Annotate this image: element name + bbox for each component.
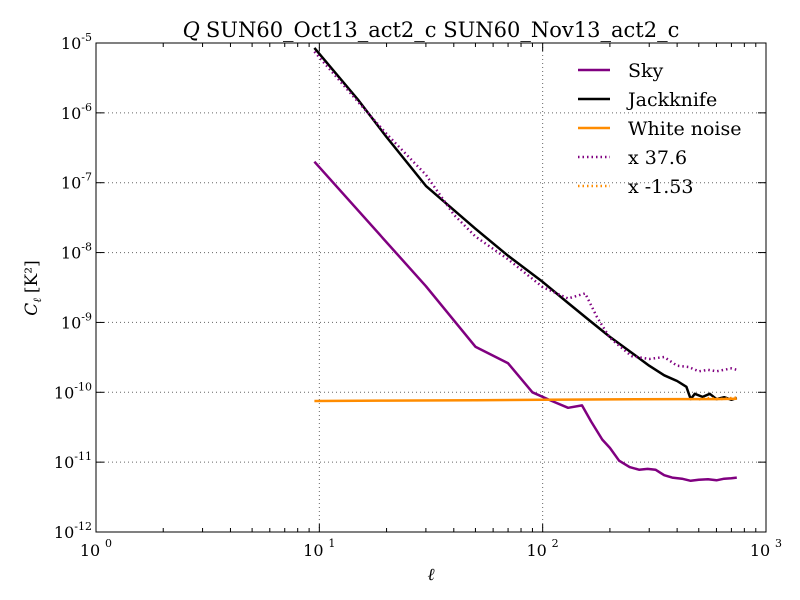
legend-label: Sky <box>628 60 664 82</box>
plot-frame <box>95 42 767 533</box>
y-tick-label: 10 <box>54 383 74 402</box>
x-tick-exponent: 3 <box>775 537 782 550</box>
y-tick-label: 10 <box>61 104 81 123</box>
x-tick-label: 10 <box>526 541 546 560</box>
y-tick-label: 10 <box>61 34 81 53</box>
series-line-sky <box>313 160 737 483</box>
legend-label: x 37.6 <box>628 147 687 169</box>
y-tick-label: 10 <box>61 174 81 193</box>
y-tick-exponent: -9 <box>81 310 92 323</box>
y-tick-label: 10 <box>54 453 74 472</box>
legend-label: Jackknife <box>626 89 717 111</box>
y-tick-exponent: -7 <box>81 171 92 184</box>
chart-title: Q SUN60_Oct13_act2_c SUN60_Nov13_act2_c <box>183 18 680 42</box>
y-tick-exponent: -5 <box>81 31 92 44</box>
series-line-x-37-6 <box>313 50 738 373</box>
y-tick-label: 10 <box>54 523 74 542</box>
series-line-white-noise <box>314 397 737 403</box>
y-tick-exponent: -10 <box>74 380 92 393</box>
series-line-jackknife <box>313 47 738 402</box>
series-line-x-1-53 <box>698 396 737 401</box>
legend: Sky Jackknife White noise x 37.6 x -1.53 <box>578 60 742 198</box>
y-tick-exponent: -12 <box>74 520 92 533</box>
legend-label: White noise <box>628 118 742 140</box>
y-tick-exponent: -11 <box>74 450 92 463</box>
x-tick-exponent: 0 <box>105 537 112 550</box>
x-tick-label: 10 <box>750 541 770 560</box>
title-rest: SUN60_Oct13_act2_c SUN60_Nov13_act2_c <box>206 18 679 42</box>
x-tick-label: 10 <box>303 541 323 560</box>
grid-layer <box>96 43 766 532</box>
legend-label: x -1.53 <box>628 176 693 198</box>
x-tick-exponent: 2 <box>552 537 559 550</box>
y-tick-label: 10 <box>61 244 81 263</box>
y-tick-label: 10 <box>61 313 81 332</box>
y-axis-label-main: C <box>22 303 42 316</box>
x-tick-exponent: 1 <box>328 537 335 550</box>
series-layer <box>313 47 738 483</box>
x-axis-label: ℓ <box>427 565 434 585</box>
tick-layer: 10 0 10 1 10 2 10 3-1210-1110-1010-910-810-710-… <box>54 31 782 560</box>
y-axis-label: Cℓ [K²] <box>22 260 44 315</box>
title-symbol: Q <box>183 18 200 42</box>
y-axis-label-sub: ℓ <box>31 298 44 303</box>
y-tick-exponent: -6 <box>81 101 92 114</box>
y-tick-exponent: -8 <box>81 241 92 254</box>
y-axis-label-unit: [K²] <box>22 260 42 293</box>
x-tick-label: 10 <box>80 541 100 560</box>
